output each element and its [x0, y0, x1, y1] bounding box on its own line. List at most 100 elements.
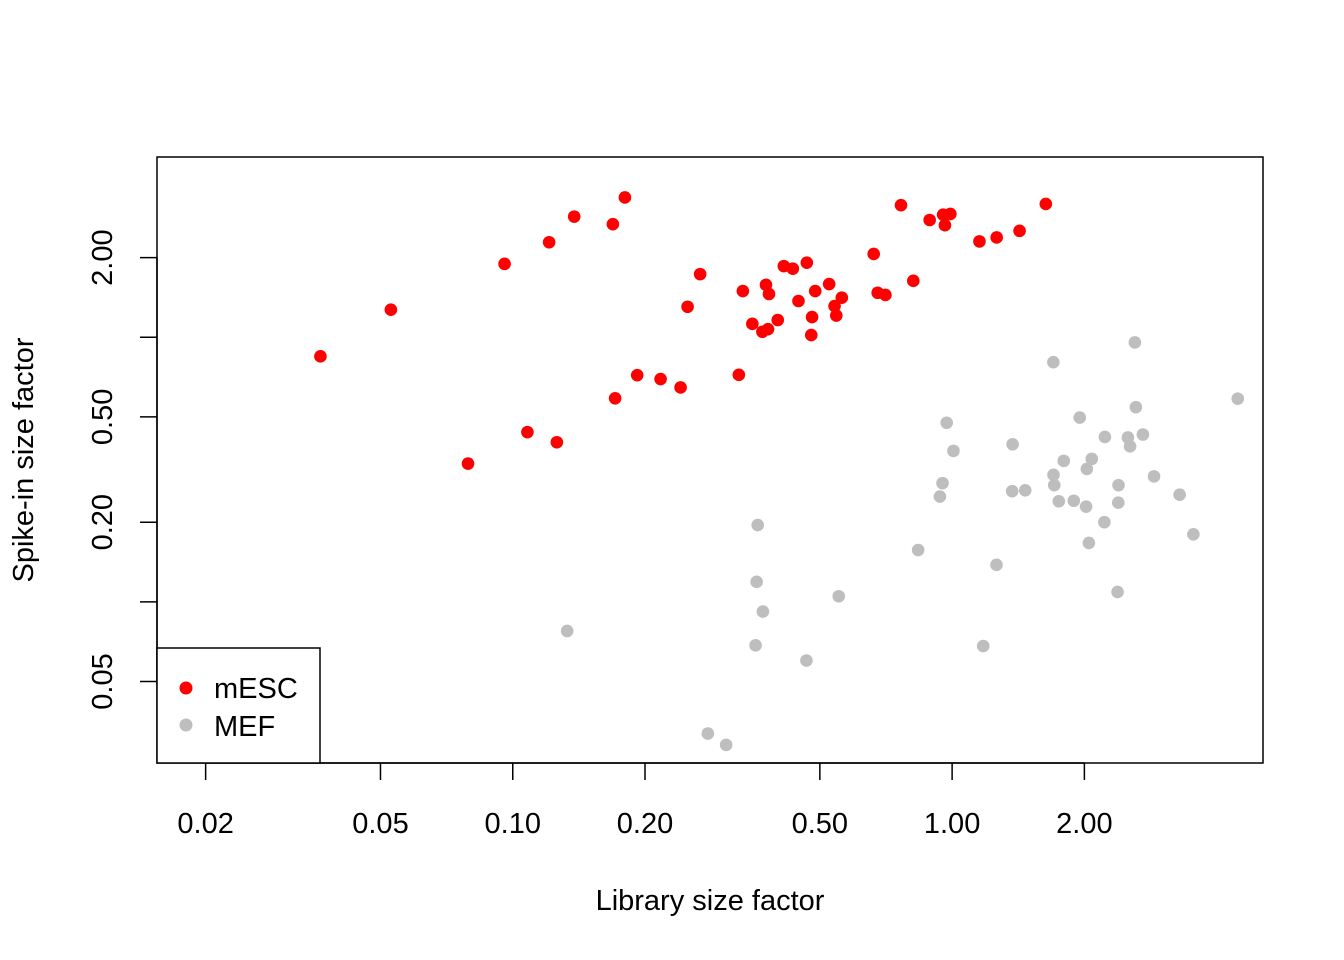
- data-point-mesc: [654, 372, 667, 386]
- data-point-mef: [560, 624, 574, 638]
- data-point-mef: [936, 476, 949, 490]
- data-point-mesc: [923, 213, 936, 227]
- data-point-mesc: [550, 435, 564, 449]
- data-point-mesc: [732, 368, 746, 382]
- data-point-mesc: [630, 368, 644, 382]
- data-point-mesc: [829, 309, 843, 322]
- data-point-mef: [947, 444, 960, 458]
- data-point-mef: [1047, 355, 1060, 369]
- data-point-mef: [1098, 515, 1111, 529]
- data-point-mesc: [542, 235, 556, 249]
- data-point-mef: [1231, 392, 1245, 405]
- data-point-mesc: [828, 299, 841, 313]
- data-point-mef: [1085, 452, 1099, 466]
- data-point-mesc: [973, 235, 986, 248]
- data-point-mef: [1047, 478, 1061, 492]
- legend-label-mef: MEF: [214, 711, 275, 743]
- data-point-mesc: [384, 303, 398, 316]
- data-point-mef: [1111, 496, 1125, 509]
- data-point-mesc: [822, 277, 836, 291]
- data-point-mesc: [736, 284, 750, 298]
- data-point-mef: [1187, 528, 1200, 541]
- data-point-mesc: [1013, 224, 1026, 238]
- data-point-mef: [1047, 468, 1060, 482]
- data-point-mesc: [894, 198, 908, 212]
- data-point-mef: [1005, 484, 1019, 498]
- y-tick-label: 0.50: [87, 389, 119, 445]
- data-point-mesc: [786, 262, 800, 275]
- data-point-mef: [751, 518, 764, 532]
- x-tick-label: 0.20: [617, 808, 673, 840]
- data-point-mef: [1067, 494, 1081, 508]
- data-point-mef: [701, 727, 715, 740]
- x-tick-label: 0.02: [177, 808, 233, 840]
- data-point-mesc: [618, 191, 632, 204]
- data-point-mef: [1079, 500, 1093, 513]
- data-point-mesc: [907, 274, 920, 288]
- y-axis-label: Spike-in size factor: [8, 337, 40, 582]
- data-point-mesc: [693, 267, 707, 281]
- data-point-mef: [1073, 411, 1087, 424]
- data-point-mef: [1136, 428, 1150, 441]
- legend-label-mesc: mESC: [214, 673, 298, 705]
- data-point-mef: [749, 639, 762, 652]
- data-point-mef: [1082, 536, 1096, 550]
- data-point-mef: [1057, 454, 1071, 468]
- data-point-mef: [750, 575, 763, 589]
- data-point-mef: [1173, 488, 1186, 502]
- data-point-mesc: [461, 457, 475, 470]
- data-point-mesc: [938, 218, 952, 232]
- data-point-mef: [990, 558, 1003, 572]
- x-tick-label: 1.00: [924, 808, 980, 840]
- data-point-mesc: [681, 300, 694, 314]
- data-point-mef: [1052, 494, 1066, 508]
- data-point-mef: [1018, 483, 1032, 497]
- data-point-mesc: [608, 391, 622, 405]
- data-point-mesc: [792, 294, 805, 308]
- data-point-mef: [1129, 400, 1143, 414]
- data-point-mef: [933, 490, 947, 503]
- data-point-mesc: [804, 328, 818, 342]
- y-axis: 0.05 0.20 0.50 2.00: [87, 229, 158, 710]
- y-tick-label: 0.05: [87, 653, 119, 709]
- data-point-mef: [1006, 437, 1019, 451]
- data-point-mesc: [498, 257, 511, 271]
- y-tick-label: 0.20: [87, 494, 119, 550]
- legend: mESC MEF: [156, 647, 321, 764]
- x-axis: 0.02 0.05 0.10 0.20 0.50 1.00 2.00: [177, 762, 1113, 840]
- data-point-mesc: [990, 231, 1003, 244]
- data-point-mef: [911, 543, 925, 557]
- x-axis-label: Library size factor: [596, 885, 825, 917]
- x-tick-label: 2.00: [1056, 808, 1112, 840]
- data-point-mesc: [808, 284, 822, 298]
- data-point-mesc: [567, 210, 581, 223]
- data-point-mesc: [800, 256, 814, 269]
- data-point-mef: [1080, 462, 1094, 476]
- legend-marker-mesc: [179, 681, 193, 695]
- data-point-mef: [1098, 430, 1112, 444]
- data-point-mef: [1111, 585, 1124, 599]
- data-point-mef: [1123, 440, 1137, 453]
- x-tick-label: 0.50: [792, 808, 848, 840]
- data-point-mesc: [771, 313, 785, 327]
- data-point-mesc: [1039, 197, 1053, 211]
- legend-marker-mef: [179, 718, 193, 732]
- x-tick-label: 0.10: [485, 808, 541, 840]
- data-point-mesc: [835, 291, 849, 304]
- data-point-mef: [1147, 470, 1161, 483]
- y-tick-label: 2.00: [87, 229, 119, 285]
- data-point-mesc: [746, 317, 759, 331]
- data-point-mesc: [762, 287, 776, 301]
- data-point-mesc: [521, 425, 534, 439]
- data-point-mef: [800, 654, 813, 667]
- data-point-mef: [719, 738, 733, 752]
- data-point-mef: [1112, 478, 1125, 492]
- data-point-mef: [832, 589, 846, 603]
- data-point-mesc: [606, 217, 620, 231]
- legend-box: [156, 647, 321, 764]
- data-point-mef: [940, 416, 953, 430]
- data-point-mesc: [761, 322, 775, 336]
- data-point-mef: [756, 605, 770, 618]
- data-point-mesc: [674, 381, 687, 394]
